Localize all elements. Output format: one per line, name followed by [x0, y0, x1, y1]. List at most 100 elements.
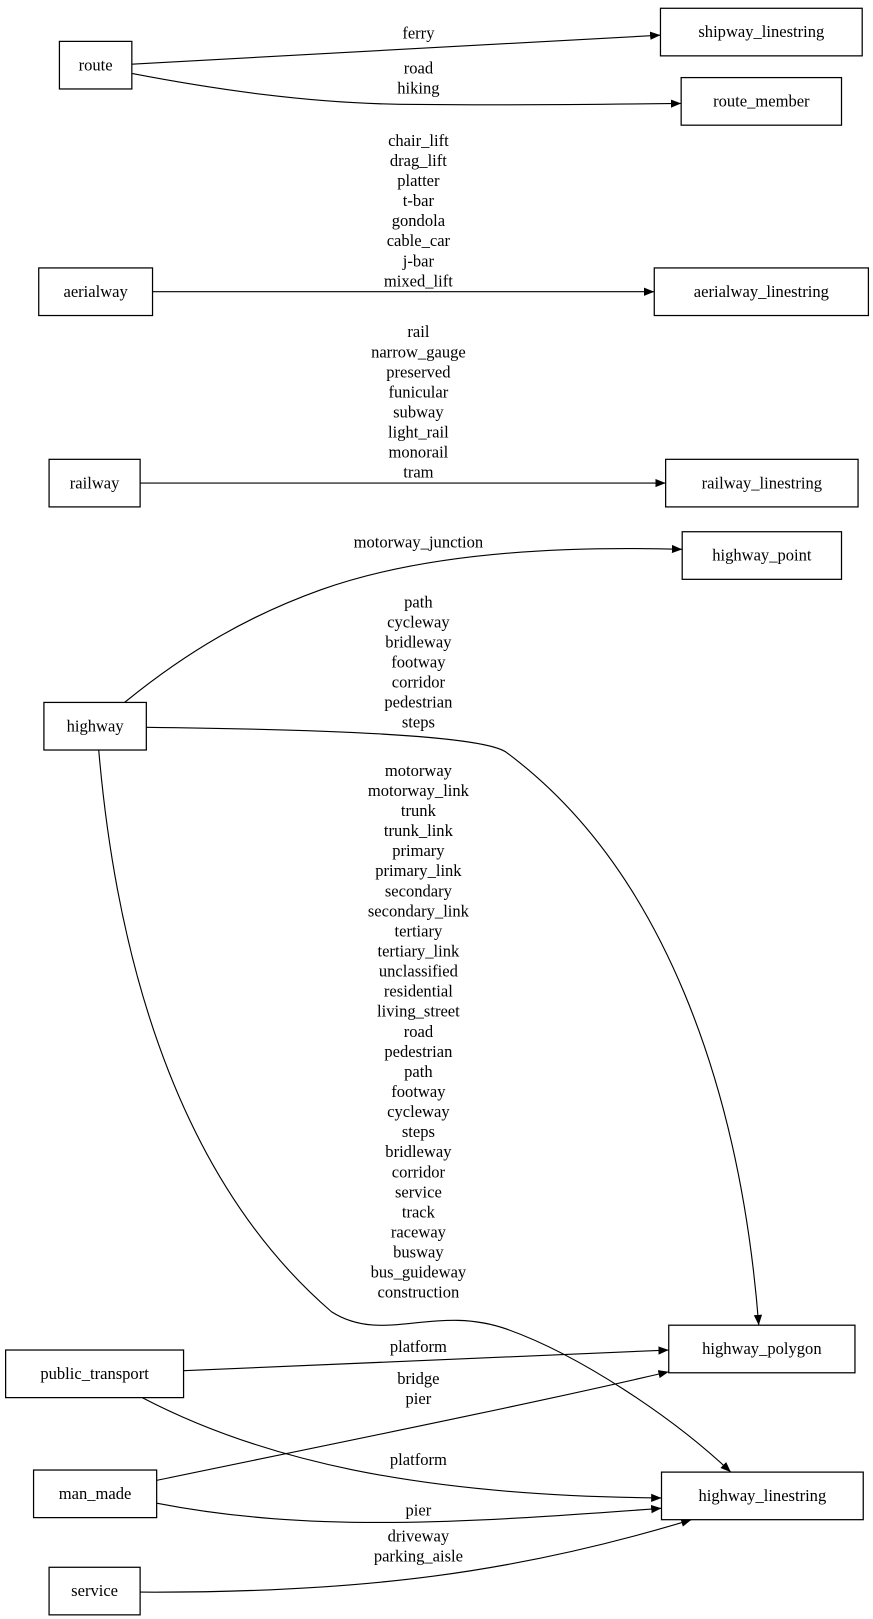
- edge-public_transport-to-highway_polygon: platform: [183, 1337, 669, 1372]
- edge-label: pedestrian: [384, 693, 453, 712]
- node-label: highway_polygon: [702, 1339, 822, 1358]
- edge-public_transport-to-highway_linestring: platform: [141, 1397, 662, 1503]
- edge-label: trunk: [401, 801, 437, 820]
- node-label: service: [71, 1581, 118, 1600]
- edge-label: cable_car: [387, 231, 451, 250]
- node-box: [680, 76, 843, 126]
- edge-label: tertiary: [395, 921, 444, 940]
- node-label: highway_linestring: [698, 1486, 826, 1505]
- node-label: man_made: [59, 1484, 132, 1503]
- edge-line: [140, 1518, 692, 1593]
- edge-label: bridleway: [385, 1142, 452, 1161]
- edge-label: mixed_lift: [384, 271, 453, 290]
- node-label: highway: [67, 716, 125, 735]
- node-box: [668, 1324, 856, 1374]
- edge-label: footway: [391, 652, 446, 671]
- node-label: public_transport: [40, 1364, 149, 1383]
- edge-label: preserved: [386, 362, 451, 381]
- edge-label: light_rail: [388, 423, 449, 442]
- node-label: route: [79, 55, 113, 74]
- edge-label: pedestrian: [384, 1042, 453, 1061]
- edge-man_made-to-highway_linestring: pier: [156, 1501, 662, 1524]
- node-box: [32, 1469, 158, 1519]
- node-public_transport: public_transport: [5, 1349, 185, 1399]
- node-box: [48, 1566, 141, 1616]
- edge-route-to-shipway_linestring: ferry: [131, 23, 661, 65]
- edge-label: track: [402, 1202, 436, 1221]
- node-highway: highway: [43, 701, 147, 751]
- node-highway_point: highway_point: [681, 531, 843, 580]
- edge-line: [124, 544, 683, 703]
- node-box: [5, 1349, 185, 1399]
- edge-label: bus_guideway: [371, 1263, 467, 1282]
- edge-label: raceway: [391, 1222, 447, 1241]
- edge-label: steps: [402, 713, 435, 732]
- edge-line: [156, 1502, 662, 1524]
- edge-label: tertiary_link: [377, 942, 460, 961]
- edge-label: corridor: [392, 1162, 446, 1181]
- edge-label: drag_lift: [390, 151, 447, 170]
- edge-label: pier: [406, 1501, 432, 1520]
- node-highway_linestring: highway_linestring: [660, 1471, 864, 1521]
- edge-label: construction: [377, 1283, 460, 1302]
- edge-label: service: [395, 1182, 442, 1201]
- edge-label: driveway: [388, 1526, 450, 1545]
- edge-label: road: [404, 58, 434, 77]
- edge-label: secondary: [385, 881, 453, 900]
- edge-label: trunk_link: [384, 821, 454, 840]
- node-box: [681, 531, 843, 580]
- node-label: aerialway_linestring: [694, 282, 829, 301]
- edge-label: secondary_link: [368, 901, 470, 920]
- edge-label: hiking: [397, 79, 439, 98]
- edge-label: subway: [393, 403, 444, 422]
- edge-label: cycleway: [387, 1102, 450, 1121]
- edge-label: platform: [390, 1337, 447, 1356]
- node-label: highway_point: [712, 546, 812, 565]
- edge-highway-to-highway_polygon: pathcyclewaybridlewayfootwaycorridorpede…: [146, 592, 763, 1326]
- edge-line: [131, 72, 682, 108]
- node-label: railway: [70, 473, 120, 492]
- edge-label: corridor: [392, 673, 446, 692]
- edge-label: unclassified: [379, 962, 459, 981]
- node-label: shipway_linestring: [698, 22, 824, 41]
- edge-label: j-bar: [402, 251, 435, 270]
- edge-label: gondola: [392, 211, 446, 230]
- edge-label: bridleway: [385, 632, 452, 651]
- edge-label: living_street: [377, 1002, 460, 1021]
- node-box: [38, 267, 154, 317]
- edge-label: bridge: [397, 1369, 439, 1388]
- node-box: [43, 701, 147, 751]
- node-label: railway_linestring: [702, 473, 822, 492]
- node-railway: railway: [48, 458, 141, 508]
- edge-label: cycleway: [387, 612, 450, 631]
- edge-label: rail: [407, 322, 429, 341]
- edge-label: pier: [406, 1389, 432, 1408]
- edge-label: t-bar: [403, 191, 435, 210]
- edge-label: chair_lift: [388, 131, 449, 150]
- edge-line: [156, 1370, 669, 1481]
- node-aerialway: aerialway: [38, 267, 154, 317]
- edge-label: parking_aisle: [374, 1546, 463, 1565]
- edge-label: motorway_link: [368, 781, 470, 800]
- edge-aerialway-to-aerialway_linestring: chair_liftdrag_liftplattert-bargondolaca…: [152, 131, 655, 296]
- edge-label: platter: [397, 171, 440, 190]
- edge-label: footway: [391, 1082, 446, 1101]
- edge-line: [183, 1346, 669, 1372]
- edge-line: [131, 31, 661, 65]
- edge-label: primary_link: [375, 861, 462, 880]
- edge-route-to-route_member: road hiking: [131, 58, 682, 108]
- node-label: route_member: [713, 92, 810, 111]
- edge-label: primary: [392, 841, 445, 860]
- edge-line: [146, 726, 763, 1326]
- edge-label: ferry: [402, 23, 435, 42]
- node-label: aerialway: [63, 282, 128, 301]
- edge-label: narrow_gauge: [371, 342, 466, 361]
- node-box: [48, 458, 141, 508]
- node-box: [659, 7, 863, 57]
- edge-label: funicular: [389, 382, 449, 401]
- edge-label: road: [404, 1022, 434, 1041]
- edge-line: [141, 1397, 662, 1503]
